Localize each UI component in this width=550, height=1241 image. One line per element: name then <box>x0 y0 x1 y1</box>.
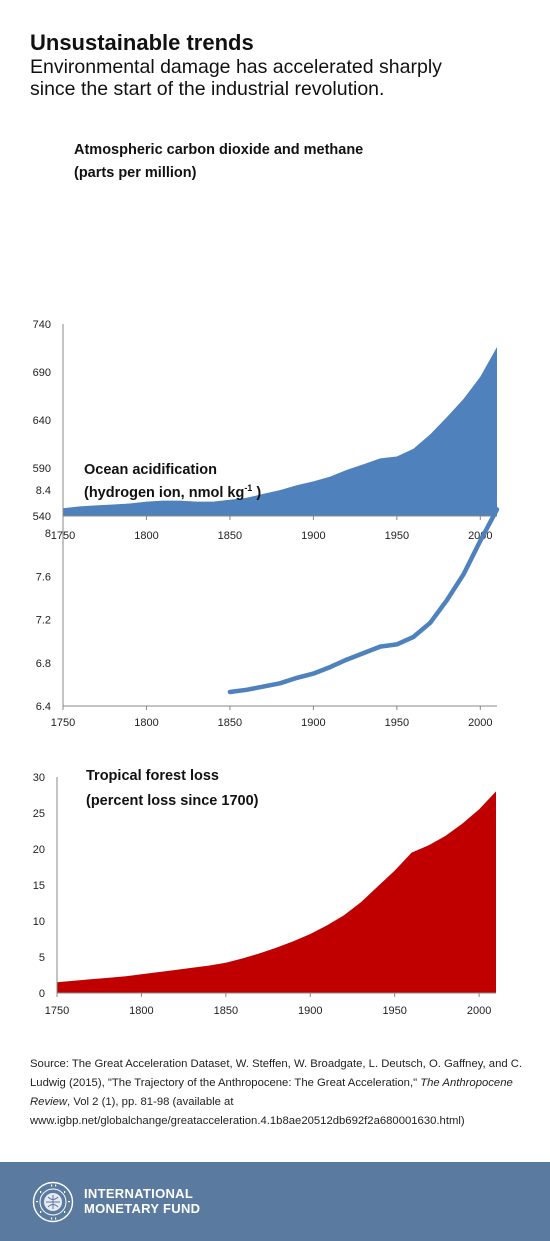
y-tick-label: 10 <box>33 916 45 928</box>
source-text-1: Source: The Great Acceleration Dataset, … <box>30 1058 523 1089</box>
y-tick-label: 6.8 <box>36 658 51 670</box>
series-area <box>63 347 497 516</box>
x-tick-label: 1800 <box>129 1005 153 1017</box>
y-tick-label: 5 <box>39 952 45 964</box>
tropical-forest-loss-chart: Tropical forest loss (percent loss since… <box>33 768 496 1017</box>
chart-title-line2-sup: -1 <box>244 483 252 493</box>
x-tick-label: 2000 <box>467 1005 491 1017</box>
x-tick-label: 1750 <box>51 717 75 729</box>
header: Unsustainable trends Environmental damag… <box>30 30 530 100</box>
x-tick-label: 2000 <box>468 717 492 729</box>
source-note: Source: The Great Acceleration Dataset, … <box>30 1055 530 1131</box>
plot-area: 0 5 10 15 20 25 30 1750 1800 1850 1900 1950 2000 <box>33 772 496 1017</box>
plot-area: 6.4 6.8 7.2 7.6 8 8.4 1750 1800 1850 1900 1950 2000 <box>36 485 500 729</box>
x-tick-label: 1850 <box>218 717 242 729</box>
chart-title-line2: (percent loss since 1700) <box>86 793 259 809</box>
y-tick-label: 540 <box>33 511 51 523</box>
chart-title-line2: (hydrogen ion, nmol kg-1 ) <box>84 483 261 501</box>
y-tick-label: 25 <box>33 808 45 820</box>
x-tick-label: 1900 <box>301 530 325 542</box>
chart-title-line1: Atmospheric carbon dioxide and methane <box>74 142 363 158</box>
y-tick-label: 590 <box>33 463 51 475</box>
page-subtitle-line1: Environmental damage has accelerated sha… <box>30 56 442 78</box>
chart-title-line1: Tropical forest loss <box>86 768 219 784</box>
y-tick-label: 740 <box>33 319 51 331</box>
chart-title-line2-end: ) <box>252 485 261 501</box>
chart-title-line1: Ocean acidification <box>84 462 217 478</box>
y-tick-label: 6.4 <box>36 701 51 713</box>
org-name: INTERNATIONAL MONETARY FUND <box>84 1186 200 1216</box>
x-tick-label: 1800 <box>134 717 158 729</box>
x-tick-label: 1950 <box>385 717 409 729</box>
x-tick-label: 1950 <box>382 1005 406 1017</box>
y-tick-label: 7.6 <box>36 571 51 583</box>
x-tick-label: 1950 <box>385 530 409 542</box>
y-tick-label: 0 <box>39 988 45 1000</box>
source-text-2: , Vol 2 (1), pp. 81-98 (available at www… <box>30 1096 465 1127</box>
y-tick-label: 7.2 <box>36 615 51 627</box>
x-tick-label: 1900 <box>298 1005 322 1017</box>
chart-title-line2-main: (hydrogen ion, nmol kg <box>84 485 244 501</box>
chart-title-line2: (parts per million) <box>74 165 197 181</box>
series-area <box>57 791 496 993</box>
y-tick-label: 690 <box>33 367 51 379</box>
x-tick-label: 1800 <box>134 530 158 542</box>
x-tick-label: 1900 <box>301 717 325 729</box>
ocean-acidification-chart: Ocean acidification (hydrogen ion, nmol … <box>36 462 500 729</box>
org-name-line1: INTERNATIONAL <box>84 1186 194 1201</box>
source-journal: The Anthropocene Review <box>30 1077 513 1108</box>
y-tick-label: 640 <box>33 415 51 427</box>
series-line <box>227 507 500 695</box>
org-name-line2: MONETARY FUND <box>84 1201 201 1216</box>
x-tick-label: 1850 <box>214 1005 238 1017</box>
co2-methane-chart: Atmospheric carbon dioxide and methane (… <box>33 142 497 542</box>
x-tick-label: 1750 <box>45 1005 69 1017</box>
footer: INTERNATIONAL MONETARY FUND <box>0 1162 550 1241</box>
y-tick-label: 8.4 <box>36 485 51 497</box>
page-title: Unsustainable trends <box>30 30 254 55</box>
y-tick-label: 30 <box>33 772 45 784</box>
y-tick-label: 20 <box>33 844 45 856</box>
page-subtitle-line2: since the start of the industrial revolu… <box>30 78 385 100</box>
x-tick-label: 1850 <box>218 530 242 542</box>
y-tick-label: 8 <box>45 528 51 540</box>
y-tick-label: 15 <box>33 880 45 892</box>
imf-seal-icon <box>32 1181 74 1223</box>
